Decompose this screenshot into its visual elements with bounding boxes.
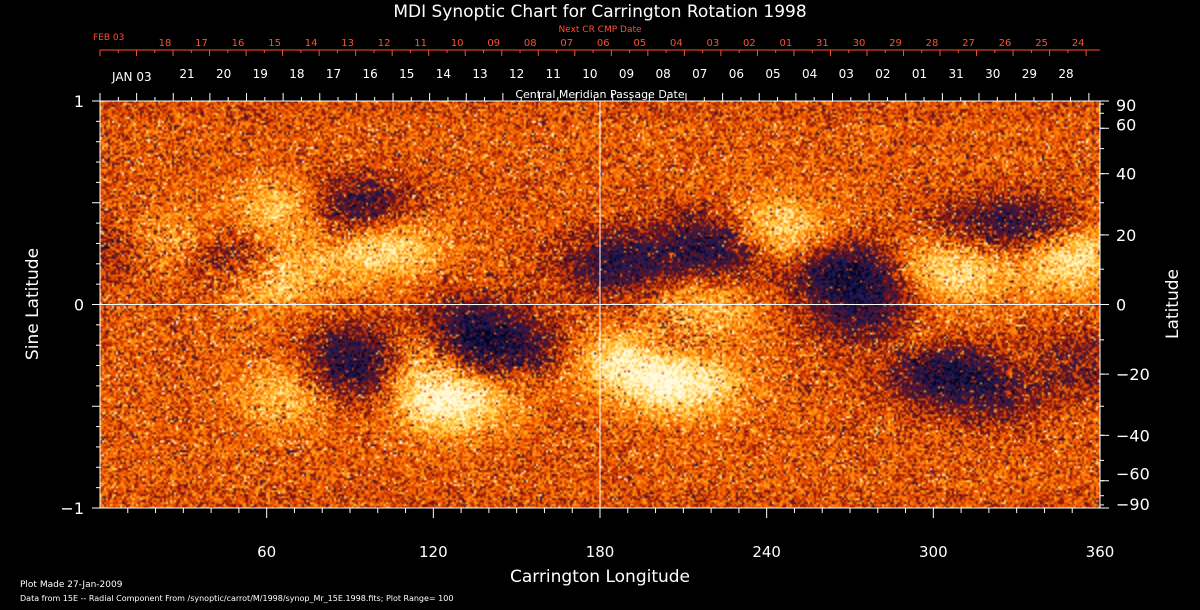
- y-tick-label-right: 60: [1116, 115, 1136, 134]
- x-tick-label: 300: [919, 543, 948, 561]
- cmp-date: 17: [326, 67, 341, 81]
- next-cr-date: 07: [560, 38, 573, 49]
- cmp-date: 13: [472, 67, 487, 81]
- plot-overlay: 60 120 180 240 300 36010−1906040200−20−40−60−…: [60, 92, 1149, 561]
- y-tick-label-right: −60: [1116, 465, 1150, 484]
- y-tick-label-right: 90: [1116, 96, 1136, 115]
- cmp-date: 09: [619, 67, 634, 81]
- cmp-date: 04: [802, 67, 817, 81]
- x-tick-label: 180: [586, 543, 615, 561]
- cmp-date: 29: [1022, 67, 1037, 81]
- next-cr-axis-label: Next CR CMP Date: [558, 25, 642, 35]
- cmp-date: 01: [912, 67, 927, 81]
- cmp-date: 07: [692, 67, 707, 81]
- cmp-date: 12: [509, 67, 524, 81]
- next-cr-date: 30: [853, 38, 866, 49]
- cmp-date: 19: [253, 67, 268, 81]
- x-tick-label: 60: [257, 543, 276, 561]
- cmp-date: 11: [546, 67, 561, 81]
- cmp-date: 18: [289, 67, 304, 81]
- cmp-date: 06: [729, 67, 744, 81]
- next-cr-date: 02: [743, 38, 756, 49]
- cmp-date: 15: [399, 67, 414, 81]
- next-cr-date: 15: [268, 38, 281, 49]
- next-cr-date: 18: [159, 38, 172, 49]
- cmp-date: 31: [948, 67, 963, 81]
- y-tick-label-right: 0: [1116, 296, 1126, 315]
- y-tick-label-right: −40: [1116, 426, 1150, 445]
- y-tick-label-left: −1: [60, 499, 84, 518]
- next-cr-date: 11: [414, 38, 427, 49]
- next-cr-date: 09: [487, 38, 500, 49]
- next-cr-date: 16: [232, 38, 245, 49]
- cmp-date: 05: [765, 67, 780, 81]
- next-cr-date: 08: [524, 38, 537, 49]
- next-cr-date: 17: [195, 38, 208, 49]
- y-tick-label-right: −90: [1116, 495, 1150, 514]
- next-cr-date: 24: [1072, 38, 1085, 49]
- cmp-date: 20: [216, 67, 231, 81]
- next-cr-date: 10: [451, 38, 464, 49]
- cmp-date: 30: [985, 67, 1000, 81]
- cmp-date: 16: [362, 67, 377, 81]
- y-axis-label-right: Latitude: [1163, 269, 1183, 339]
- next-cr-date: 01: [780, 38, 793, 49]
- data-source-note: Data from 15E -- Radial Component From /…: [20, 594, 454, 603]
- y-tick-label-right: 20: [1116, 226, 1136, 245]
- next-cr-date: 04: [670, 38, 683, 49]
- next-cr-date: 12: [378, 38, 391, 49]
- cmp-axis-label: Central Meridian Passage Date: [515, 88, 684, 101]
- next-cr-date: 25: [1035, 38, 1048, 49]
- y-tick-label-left: 1: [74, 92, 84, 111]
- next-cr-date: 06: [597, 38, 610, 49]
- x-tick-label: 120: [419, 543, 448, 561]
- y-axis-label-left: Sine Latitude: [23, 248, 43, 360]
- cmp-date: 03: [839, 67, 854, 81]
- cmp-date: 14: [436, 67, 451, 81]
- next-cr-date: 29: [889, 38, 902, 49]
- y-tick-label-right: −20: [1116, 365, 1150, 384]
- next-cr-date: 03: [706, 38, 719, 49]
- y-tick-label-right: 40: [1116, 165, 1136, 184]
- x-tick-label: 240: [752, 543, 781, 561]
- cmp-date: 02: [875, 67, 890, 81]
- cmp-date: 08: [655, 67, 670, 81]
- next-cr-ticks: 18 17 16 15 14 13 12 11 10 09 08 07 06 05 04 03 02 01 31 30…: [99, 38, 1087, 56]
- y-tick-label-left: 0: [74, 296, 84, 315]
- chart-title: MDI Synoptic Chart for Carrington Rotati…: [393, 2, 806, 22]
- next-cr-date: 14: [305, 38, 318, 49]
- cmp-date: 10: [582, 67, 597, 81]
- next-cr-date: 26: [999, 38, 1012, 49]
- next-cr-date: 28: [926, 38, 939, 49]
- x-tick-label: 360: [1086, 543, 1115, 561]
- cmp-date: 28: [1058, 67, 1073, 81]
- next-cr-date: 05: [633, 38, 646, 49]
- next-cr-date: 31: [816, 38, 829, 49]
- cmp-first-label: JAN 03: [111, 70, 152, 84]
- cmp-ticks: 21 20 19 18 17 16 15 14 13 12 11 10 09 08 07 06 05 04 03 02…: [99, 67, 1090, 101]
- next-cr-date: 27: [962, 38, 975, 49]
- next-cr-date: 13: [341, 38, 354, 49]
- plot-made-note: Plot Made 27-Jan-2009: [20, 580, 123, 590]
- x-axis-label: Carrington Longitude: [510, 567, 690, 587]
- cmp-date: 21: [179, 67, 194, 81]
- next-cr-first-label: FEB 03: [93, 33, 124, 43]
